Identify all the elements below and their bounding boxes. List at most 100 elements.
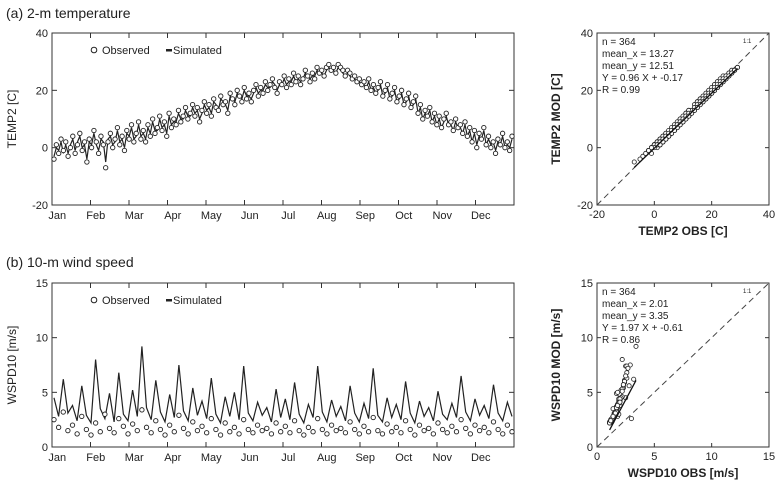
observed-point: [391, 84, 398, 91]
plot-frame: [596, 282, 770, 448]
scatter-point: [619, 357, 625, 363]
observed-point: [499, 130, 506, 136]
one-to-one-label: 1:1: [743, 39, 752, 45]
observed-point: [102, 411, 108, 417]
observed-point: [213, 426, 219, 433]
x-axis-label: WSPD10 OBS [m/s]: [628, 466, 739, 480]
scatter_wind-panel: [596, 282, 770, 448]
observed-point: [241, 84, 247, 91]
observed-point: [97, 429, 103, 435]
observed-point: [81, 139, 88, 145]
observed-point: [243, 96, 250, 102]
scatter-point: [615, 402, 621, 408]
observed-point: [117, 142, 123, 148]
scatter-point: [617, 399, 623, 405]
observed-point: [394, 99, 400, 105]
observed-point: [312, 76, 318, 82]
observed-point: [218, 93, 224, 99]
observed-point: [253, 81, 259, 88]
observed-point: [495, 136, 501, 142]
observed-point: [231, 424, 238, 430]
observed-point: [142, 139, 149, 145]
observed-point: [363, 84, 370, 91]
observed-point: [100, 142, 106, 148]
observed-point: [398, 430, 404, 436]
ts_temp-title: (a) 2-m temperature: [6, 5, 131, 21]
observed-point: [154, 124, 160, 131]
observed-point: [443, 110, 449, 116]
observed-point: [380, 93, 386, 99]
observed-point: [262, 79, 269, 85]
ts_wind-title: (b) 10-m wind speed: [6, 254, 134, 270]
observed-point: [469, 139, 475, 145]
observed-point: [260, 90, 266, 96]
x-month-label: Feb: [86, 210, 105, 222]
observed-point: [227, 429, 233, 435]
x-month-label: May: [201, 452, 222, 464]
observed-point: [375, 427, 381, 434]
observed-point: [88, 432, 94, 438]
x-month-label: Mar: [125, 452, 144, 464]
observed-point: [171, 429, 177, 435]
regression-line: [609, 380, 637, 431]
observed-point: [509, 133, 515, 139]
y-tick-label: 0: [42, 143, 48, 155]
one-to-one-label: 1:1: [743, 289, 752, 295]
observed-point: [227, 90, 233, 96]
x-month-label: May: [201, 210, 222, 222]
observed-point: [361, 423, 367, 429]
y-tick-label: 0: [42, 442, 48, 454]
observed-point: [93, 139, 99, 145]
observed-point: [222, 99, 229, 105]
observed-point: [254, 422, 261, 428]
observed-point: [324, 431, 330, 437]
x-month-label: Jul: [281, 210, 295, 222]
x-axis-label: TEMP2 OBS [C]: [638, 224, 727, 238]
observed-point: [168, 124, 175, 131]
observed-point: [458, 417, 464, 423]
observed-point: [258, 84, 264, 91]
legend-observed-marker: [90, 296, 98, 304]
observed-point: [406, 90, 412, 96]
observed-point: [416, 422, 423, 428]
observed-point: [467, 124, 473, 131]
observed-point: [60, 147, 67, 154]
observed-point: [192, 113, 198, 119]
legend-simulated-label: Simulated: [173, 295, 222, 307]
observed-point: [389, 90, 395, 96]
ts_temp-panel: [51, 32, 515, 206]
observed-point: [114, 124, 121, 131]
x-month-label: Apr: [164, 210, 181, 222]
observed-point: [309, 70, 316, 76]
observed-point: [77, 130, 83, 136]
y-tick-label: 40: [581, 28, 593, 40]
observed-point: [201, 99, 207, 105]
scatter-point: [628, 416, 634, 422]
observed-point: [236, 431, 242, 437]
x-tick-label: -20: [589, 209, 605, 221]
observed-point: [199, 423, 205, 429]
observed-point: [302, 67, 308, 73]
observed-point: [500, 431, 506, 437]
observed-point: [408, 104, 414, 111]
stat-line: Y = 1.97 X + -0.61: [602, 323, 683, 334]
observed-point: [424, 113, 431, 119]
observed-point: [488, 145, 494, 151]
observed-point: [164, 133, 170, 139]
x-month-label: Feb: [86, 452, 105, 464]
observed-point: [314, 64, 320, 71]
observed-point: [53, 142, 59, 148]
observed-point: [206, 102, 212, 108]
observed-point: [152, 130, 158, 136]
y-tick-label: 20: [581, 85, 593, 97]
x-tick-label: 15: [763, 451, 775, 463]
observed-point: [330, 64, 337, 71]
observed-point: [264, 425, 270, 432]
observed-point: [450, 127, 456, 134]
observed-point: [452, 116, 459, 122]
observed-point: [128, 122, 135, 128]
observed-point: [74, 142, 81, 148]
observed-point: [382, 87, 388, 93]
observed-point: [88, 145, 95, 151]
observed-point: [208, 113, 215, 119]
